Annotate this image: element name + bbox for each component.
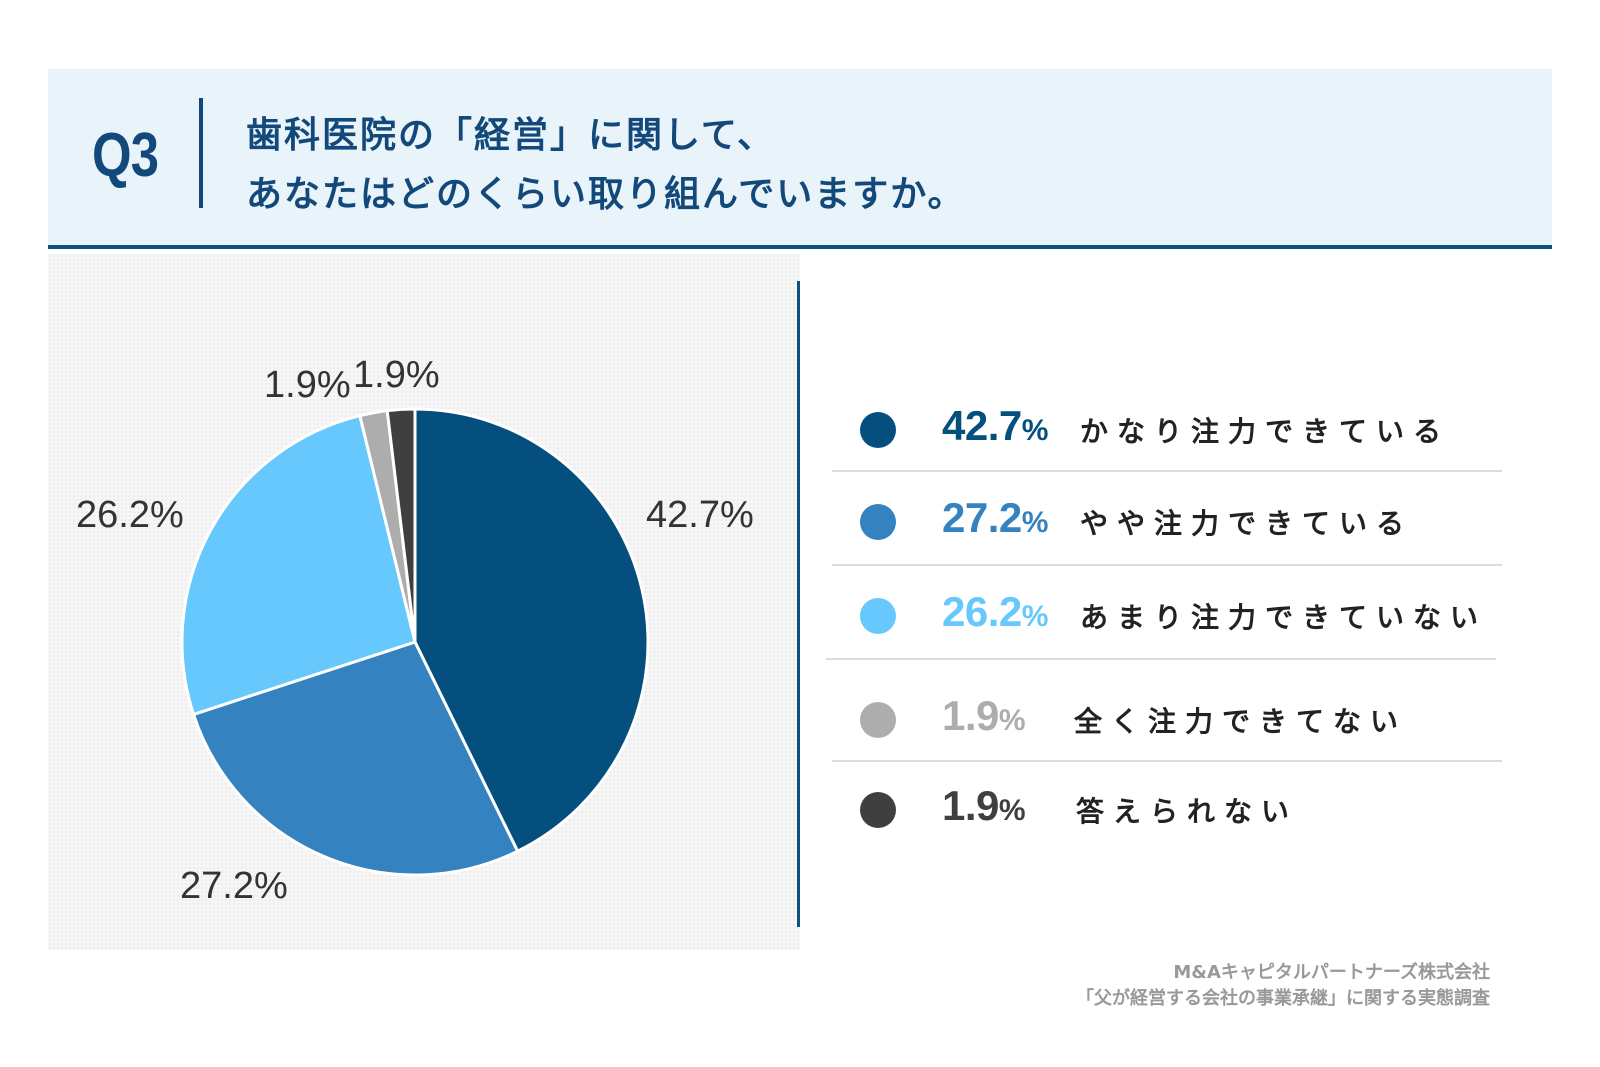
legend-label: 全く注力できてない — [1074, 705, 1408, 738]
legend-value: 26.2 — [942, 588, 1022, 635]
legend-item-5: 1.9% 答えられない — [840, 766, 1540, 858]
pie-slice-1 — [413, 407, 650, 853]
pie-slice-label-5: 1.9% — [353, 354, 440, 396]
legend-dot — [860, 702, 896, 738]
pie-slice-label-4: 1.9% — [264, 364, 351, 406]
question-text-line1: 歯科医院の「経営」に関して、 — [246, 115, 776, 156]
legend-label: あまり注力できていない — [1080, 601, 1488, 634]
legend-percentage: 1.9% — [942, 782, 1026, 830]
source-note: M&Aキャピタルパートナーズ株式会社 「父が経営する会社の事業承継」に関する実態… — [1076, 960, 1490, 1012]
question-divider — [199, 98, 203, 208]
legend-item-4: 1.9% 全く注力できてない — [840, 676, 1540, 768]
legend-value: 42.7 — [942, 402, 1022, 449]
legend-value: 1.9 — [942, 692, 999, 739]
panel-divider — [797, 281, 800, 927]
legend-label: やや注力できている — [1080, 507, 1414, 540]
legend-unit: % — [1021, 506, 1049, 539]
legend-unit: % — [1021, 414, 1049, 447]
question-text-line2: あなたはどのくらい取り組んでいますか。 — [246, 174, 966, 215]
legend-separator — [832, 760, 1502, 762]
legend-separator — [832, 470, 1502, 472]
legend-label: かなり注力できている — [1080, 415, 1451, 448]
legend-dot — [860, 792, 896, 828]
legend-item-3: 26.2% あまり注力できていない — [840, 572, 1540, 664]
question-number: Q3 — [92, 121, 159, 190]
pie-slice-2 — [192, 640, 520, 877]
legend-dot — [860, 412, 896, 448]
pie-slice-label-1: 42.7% — [646, 494, 754, 536]
legend-dot — [860, 598, 896, 634]
legend-value: 1.9 — [942, 782, 999, 829]
pie-slice-label-2: 27.2% — [180, 865, 288, 907]
legend-percentage: 27.2% — [942, 494, 1048, 542]
legend-unit: % — [998, 794, 1026, 827]
source-survey: 「父が経営する会社の事業承継」に関する実態調査 — [1076, 988, 1490, 1009]
legend-unit: % — [1021, 600, 1049, 633]
question-header — [48, 69, 1552, 249]
legend-value: 27.2 — [942, 494, 1022, 541]
pie-slice-3 — [180, 414, 417, 716]
pie-slice-5 — [385, 407, 417, 644]
legend-percentage: 1.9% — [942, 692, 1026, 740]
legend-percentage: 26.2% — [942, 588, 1048, 636]
pie-slice-label-3: 26.2% — [76, 494, 184, 536]
source-company: M&Aキャピタルパートナーズ株式会社 — [1173, 962, 1490, 983]
legend-item-1: 42.7% かなり注力できている — [840, 386, 1540, 478]
legend-unit: % — [998, 704, 1026, 737]
legend-label: 答えられない — [1076, 795, 1299, 828]
legend-dot — [860, 504, 896, 540]
legend-percentage: 42.7% — [942, 402, 1048, 450]
legend-separator — [832, 564, 1502, 566]
legend-separator — [826, 658, 1496, 660]
legend-item-2: 27.2% やや注力できている — [840, 478, 1540, 570]
